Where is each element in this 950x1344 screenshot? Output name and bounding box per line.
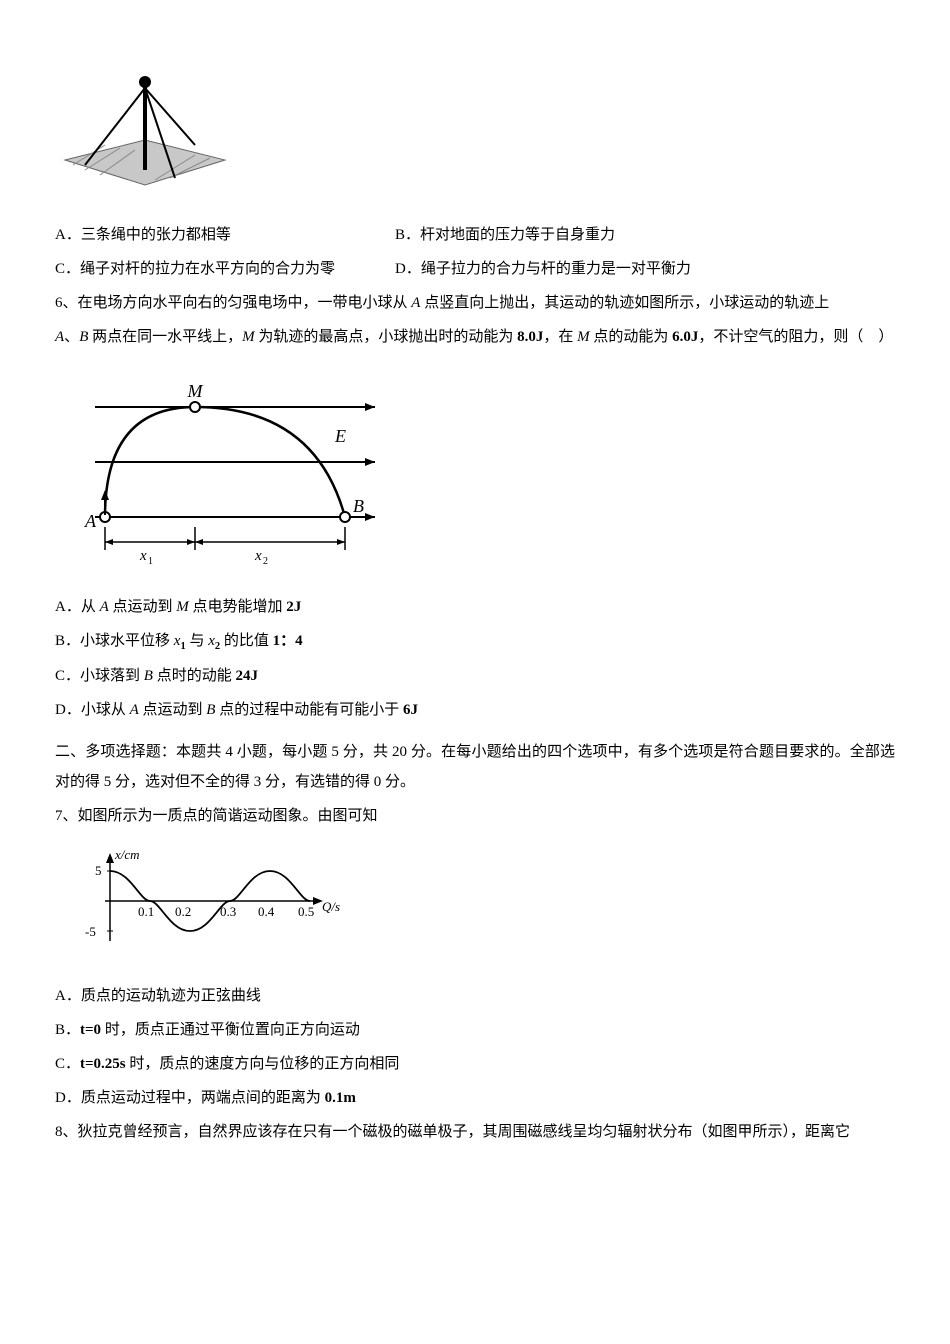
q6-s2c: 为轨迹的最高点，小球抛出时的动能为 <box>255 329 518 345</box>
svg-text:0.1: 0.1 <box>138 904 154 919</box>
svg-text:1: 1 <box>148 556 153 567</box>
q6-ob-pre: B．小球水平位移 <box>55 633 174 649</box>
q6-ob-val: 1：4 <box>273 633 303 649</box>
q5-opt-b: B．杆对地面的压力等于自身重力 <box>395 220 895 250</box>
q6-od-pre: D．小球从 <box>55 702 130 718</box>
svg-text:x: x <box>254 548 262 564</box>
svg-text:0.2: 0.2 <box>175 904 191 919</box>
q6-A2: A <box>55 329 64 345</box>
q6-B1: B <box>79 329 88 345</box>
svg-text:M: M <box>187 381 204 401</box>
svg-text:E: E <box>334 426 346 446</box>
figure-shm: x/cm Q/s 5 -5 0.1 0.2 0.3 0.4 0.5 <box>60 841 895 961</box>
q6-stem-line2: A、B 两点在同一水平线上，M 为轨迹的最高点，小球抛出时的动能为 8.0J，在… <box>55 322 895 352</box>
q6-oa-val: 2J <box>286 599 301 615</box>
q6-s1a: 6、在电场方向水平向右的匀强电场中，一带电小球从 <box>55 295 411 311</box>
q6-s2e: ，在 <box>543 329 577 345</box>
q6-oc-post: 点时的动能 <box>153 668 236 684</box>
q6-oc-val: 24J <box>235 668 258 684</box>
q5-row-cd: C．绳子对杆的拉力在水平方向的合力为零 D．绳子拉力的合力与杆的重力是一对平衡力 <box>55 254 895 284</box>
q6-stem-line1: 6、在电场方向水平向右的匀强电场中，一带电小球从 A 点竖直向上抛出，其运动的轨… <box>55 288 895 318</box>
q6-oc-pre: C．小球落到 <box>55 668 144 684</box>
q6-s2d: 8.0J <box>517 329 543 345</box>
svg-text:Q/s: Q/s <box>322 899 340 914</box>
q6-od-mid: 点运动到 <box>139 702 207 718</box>
q5-opt-a: A．三条绳中的张力都相等 <box>55 220 395 250</box>
svg-text:5: 5 <box>95 863 102 878</box>
q6-s2f: 点的动能为 <box>590 329 673 345</box>
q7-opt-d: D．质点运动过程中，两端点间的距离为 0.1m <box>55 1083 895 1113</box>
svg-text:x/cm: x/cm <box>114 847 140 862</box>
q6-M1: M <box>242 329 255 345</box>
svg-text:2: 2 <box>263 556 268 567</box>
svg-text:A: A <box>84 511 97 531</box>
q6-s2h: ，不计空气的阻力，则（ ） <box>698 329 893 345</box>
svg-text:x: x <box>139 548 147 564</box>
q6-od-A: A <box>130 702 139 718</box>
q8-stem: 8、狄拉克曾经预言，自然界应该存在只有一个磁极的磁单极子，其周围磁感线呈均匀辐射… <box>55 1117 895 1147</box>
svg-text:0.3: 0.3 <box>220 904 236 919</box>
q7-ob-post: 时，质点正通过平衡位置向正方向运动 <box>101 1022 360 1038</box>
q6-opt-a: A．从 A 点运动到 M 点电势能增加 2J <box>55 592 895 622</box>
q6-s2b: 两点在同一水平线上， <box>88 329 242 345</box>
q7-ob-t: t=0 <box>80 1022 101 1038</box>
q5-opt-c: C．绳子对杆的拉力在水平方向的合力为零 <box>55 254 395 284</box>
svg-text:0.4: 0.4 <box>258 904 275 919</box>
q7-od-val: 0.1m <box>325 1090 356 1106</box>
q6-ob-x2: x <box>208 633 215 649</box>
q6-oa-M: M <box>176 599 189 615</box>
q6-oa-post: 点电势能增加 <box>189 599 287 615</box>
q6-s1b: 点竖直向上抛出，其运动的轨迹如图所示，小球运动的轨迹上 <box>420 295 829 311</box>
q6-s2a: 、 <box>64 329 79 345</box>
q7-oc-post: 时，质点的速度方向与位移的正方向相同 <box>126 1056 400 1072</box>
q6-opt-c: C．小球落到 B 点时的动能 24J <box>55 661 895 691</box>
trajectory-svg: M E A B x 1 x 2 <box>65 372 385 572</box>
q6-M2: M <box>577 329 590 345</box>
q6-oa-pre: A．从 <box>55 599 100 615</box>
q6-opt-b: B．小球水平位移 x1 与 x2 的比值 1：4 <box>55 626 895 657</box>
section2-header: 二、多项选择题：本题共 4 小题，每小题 5 分，共 20 分。在每小题给出的四… <box>55 737 895 797</box>
q7-ob-pre: B． <box>55 1022 80 1038</box>
q7-opt-c: C．t=0.25s 时，质点的速度方向与位移的正方向相同 <box>55 1049 895 1079</box>
q7-oc-pre: C． <box>55 1056 80 1072</box>
q7-oc-t: t=0.25s <box>80 1056 126 1072</box>
q6-od-val: 6J <box>403 702 418 718</box>
q6-opt-d: D．小球从 A 点运动到 B 点的过程中动能有可能小于 6J <box>55 695 895 725</box>
q7-opt-b: B．t=0 时，质点正通过平衡位置向正方向运动 <box>55 1015 895 1045</box>
q6-oc-B: B <box>144 668 153 684</box>
svg-text:B: B <box>353 496 364 516</box>
shm-svg: x/cm Q/s 5 -5 0.1 0.2 0.3 0.4 0.5 <box>60 841 340 961</box>
q7-stem: 7、如图所示为一质点的简谐运动图象。由图可知 <box>55 801 895 831</box>
q6-ob-post: 的比值 <box>220 633 273 649</box>
figure-pole-ropes <box>55 70 895 200</box>
q6-oa-mid: 点运动到 <box>109 599 177 615</box>
figure-trajectory: M E A B x 1 x 2 <box>65 372 895 572</box>
svg-text:0.5: 0.5 <box>298 904 314 919</box>
q6-s2g: 6.0J <box>672 329 698 345</box>
pole-svg <box>55 70 235 200</box>
svg-text:-5: -5 <box>85 924 96 939</box>
q7-od-pre: D．质点运动过程中，两端点间的距离为 <box>55 1090 325 1106</box>
q6-ob-mid: 与 <box>186 633 209 649</box>
q5-opt-d: D．绳子拉力的合力与杆的重力是一对平衡力 <box>395 254 895 284</box>
q5-row-ab: A．三条绳中的张力都相等 B．杆对地面的压力等于自身重力 <box>55 220 895 250</box>
q7-opt-a: A．质点的运动轨迹为正弦曲线 <box>55 981 895 1011</box>
q6-od-post: 点的过程中动能有可能小于 <box>215 702 403 718</box>
q6-oa-A: A <box>100 599 109 615</box>
